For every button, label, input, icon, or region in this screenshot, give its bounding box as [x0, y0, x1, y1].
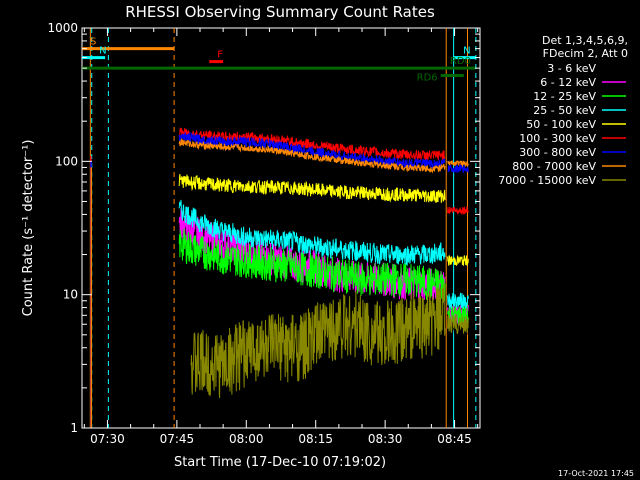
series-line-after-gap: [447, 314, 469, 335]
x-tick-label: 08:45: [437, 432, 472, 446]
y-tick-label: 1000: [47, 21, 78, 35]
x-tick-label: 07:45: [160, 432, 195, 446]
legend-header-line2: FDecim 2, Att 0: [543, 47, 628, 60]
series-lines: [90, 127, 469, 428]
y-tick-label: 1: [70, 421, 78, 435]
legend-entry-label: 6 - 12 keV: [540, 76, 596, 89]
legend-entry-label: 100 - 300 keV: [519, 132, 596, 145]
y-tick-label: 100: [55, 154, 78, 168]
x-tick-label: 08:15: [298, 432, 333, 446]
series-line-after-gap: [447, 255, 469, 266]
flag-label: N: [99, 46, 106, 57]
legend-entry-label: 3 - 6 keV: [547, 62, 596, 75]
flag-label: RD6: [417, 73, 438, 84]
series-line-after-gap: [447, 164, 469, 174]
flag-label: F: [217, 50, 223, 61]
series-line: [178, 199, 446, 267]
x-tick-label: 08:30: [368, 432, 403, 446]
series-line: [190, 283, 446, 398]
x-tick-label: 08:00: [229, 432, 264, 446]
y-axis-label: Count Rate (s⁻¹ detector⁻¹): [21, 140, 36, 317]
y-tick-label: 10: [63, 288, 78, 302]
plot-border: [81, 27, 481, 429]
legend-entry-label: 12 - 25 keV: [533, 90, 596, 103]
legend: Det 1,3,4,5,6,9, FDecim 2, Att 0 3 - 6 k…: [498, 34, 628, 187]
x-tick-label: 07:30: [90, 432, 125, 446]
series-line: [178, 228, 446, 302]
plot-frame: [81, 27, 481, 429]
legend-entry-label: 800 - 7000 keV: [512, 160, 596, 173]
legend-header-line1: Det 1,3,4,5,6,9,: [542, 34, 628, 47]
flag-label: RD0: [450, 56, 471, 67]
series-line: [178, 137, 446, 174]
series-line: [178, 173, 446, 203]
series-line-after-gap: [447, 206, 469, 216]
legend-entry-label: 25 - 50 keV: [533, 104, 596, 117]
series-line-after-gap: [447, 292, 469, 310]
legend-entry-label: 300 - 800 keV: [519, 146, 596, 159]
footer-timestamp: 17-Oct-2021 17:45: [558, 469, 634, 478]
legend-entry-label: 7000 - 15000 keV: [498, 174, 596, 187]
series-line-after-gap: [447, 160, 469, 168]
legend-entry-label: 50 - 100 keV: [526, 118, 596, 131]
flag-label: S: [90, 37, 96, 48]
series-line: [178, 131, 446, 171]
chart-title: RHESSI Observing Summary Count Rates: [125, 3, 435, 21]
axis-ticks: 07:30 07:45 08:00 08:15 08:30 08:45 1 10 100 1000: [47, 21, 480, 446]
x-axis-label: Start Time (17-Dec-10 07:19:02): [174, 455, 386, 470]
flag-label: N: [463, 46, 470, 57]
